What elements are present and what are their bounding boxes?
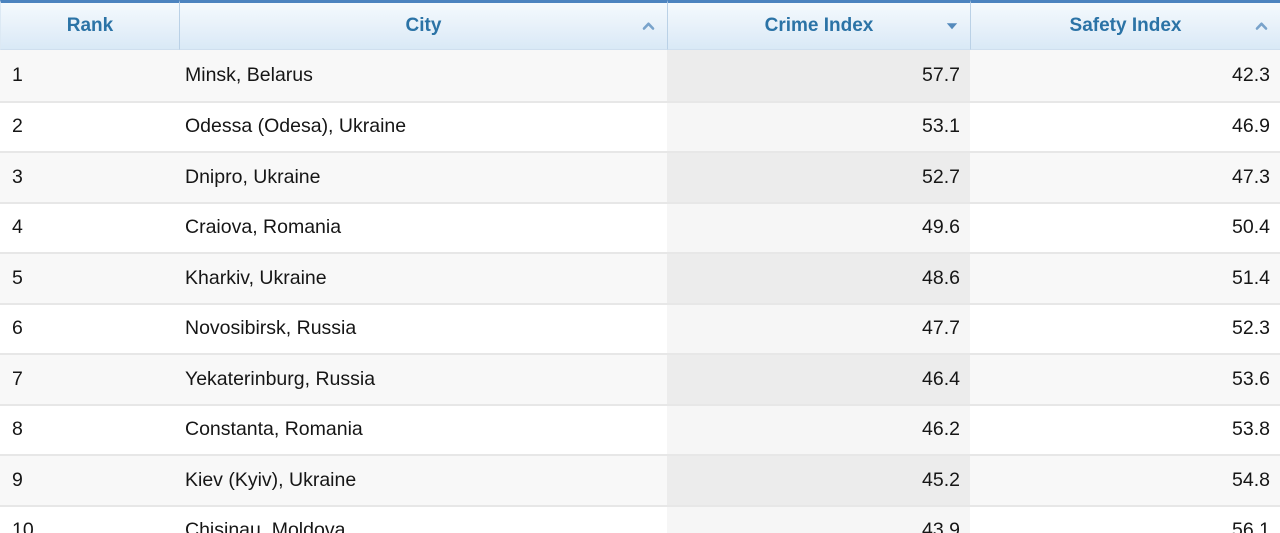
safety-index-cell: 54.8 xyxy=(970,454,1280,505)
safety-index-cell: 56.1 xyxy=(970,504,1280,533)
rank-cell: 1 xyxy=(0,50,179,101)
city-cell: Novosibirsk, Russia xyxy=(179,302,667,353)
column-header-safety-index-label: Safety Index xyxy=(1069,15,1182,36)
header-row: Rank City Crime Index Safety Index xyxy=(0,0,1280,50)
table-row: 10 Chisinau, Moldova 43.9 56.1 xyxy=(0,504,1280,533)
crime-index-cell: 53.1 xyxy=(667,100,970,151)
city-cell: Odessa (Odesa), Ukraine xyxy=(179,100,667,151)
safety-index-cell: 50.4 xyxy=(970,201,1280,252)
crime-index-cell: 45.2 xyxy=(667,454,970,505)
crime-index-cell: 46.4 xyxy=(667,353,970,404)
column-header-crime-index-label: Crime Index xyxy=(764,15,874,36)
table-row: 9 Kiev (Kyiv), Ukraine 45.2 54.8 xyxy=(0,454,1280,505)
column-header-safety-index[interactable]: Safety Index xyxy=(970,0,1280,50)
column-header-city[interactable]: City xyxy=(179,0,667,50)
table-row: 7 Yekaterinburg, Russia 46.4 53.6 xyxy=(0,353,1280,404)
column-header-rank[interactable]: Rank xyxy=(0,0,179,50)
city-cell: Minsk, Belarus xyxy=(179,50,667,101)
city-cell: Yekaterinburg, Russia xyxy=(179,353,667,404)
rank-cell: 4 xyxy=(0,201,179,252)
safety-index-cell: 46.9 xyxy=(970,100,1280,151)
city-cell: Kharkiv, Ukraine xyxy=(179,252,667,303)
caret-up-icon xyxy=(1255,22,1268,31)
crime-index-cell: 49.6 xyxy=(667,201,970,252)
table-row: 8 Constanta, Romania 46.2 53.8 xyxy=(0,403,1280,454)
city-cell: Dnipro, Ukraine xyxy=(179,151,667,202)
table-row: 1 Minsk, Belarus 57.7 42.3 xyxy=(0,50,1280,101)
sort-descending-triangle-icon xyxy=(946,22,958,30)
rank-cell: 10 xyxy=(0,504,179,533)
safety-index-cell: 47.3 xyxy=(970,151,1280,202)
rank-cell: 9 xyxy=(0,454,179,505)
safety-index-cell: 53.8 xyxy=(970,403,1280,454)
table-row: 5 Kharkiv, Ukraine 48.6 51.4 xyxy=(0,252,1280,303)
safety-index-cell: 53.6 xyxy=(970,353,1280,404)
rank-cell: 5 xyxy=(0,252,179,303)
safety-index-cell: 42.3 xyxy=(970,50,1280,101)
crime-index-cell: 57.7 xyxy=(667,50,970,101)
rank-cell: 2 xyxy=(0,100,179,151)
city-cell: Kiev (Kyiv), Ukraine xyxy=(179,454,667,505)
table-row: 4 Craiova, Romania 49.6 50.4 xyxy=(0,201,1280,252)
crime-index-cell: 46.2 xyxy=(667,403,970,454)
column-header-crime-index[interactable]: Crime Index xyxy=(667,0,970,50)
city-cell: Chisinau, Moldova xyxy=(179,504,667,533)
safety-index-cell: 51.4 xyxy=(970,252,1280,303)
city-cell: Constanta, Romania xyxy=(179,403,667,454)
crime-index-cell: 48.6 xyxy=(667,252,970,303)
rank-cell: 8 xyxy=(0,403,179,454)
crime-index-cell: 43.9 xyxy=(667,504,970,533)
crime-index-cell: 47.7 xyxy=(667,302,970,353)
city-cell: Craiova, Romania xyxy=(179,201,667,252)
rank-cell: 6 xyxy=(0,302,179,353)
column-header-rank-label: Rank xyxy=(66,15,114,36)
rank-cell: 7 xyxy=(0,353,179,404)
caret-up-icon xyxy=(642,22,655,31)
column-header-city-label: City xyxy=(405,15,442,36)
table-row: 3 Dnipro, Ukraine 52.7 47.3 xyxy=(0,151,1280,202)
table-row: 2 Odessa (Odesa), Ukraine 53.1 46.9 xyxy=(0,100,1280,151)
table-row: 6 Novosibirsk, Russia 47.7 52.3 xyxy=(0,302,1280,353)
safety-index-cell: 52.3 xyxy=(970,302,1280,353)
crime-index-cell: 52.7 xyxy=(667,151,970,202)
rank-cell: 3 xyxy=(0,151,179,202)
